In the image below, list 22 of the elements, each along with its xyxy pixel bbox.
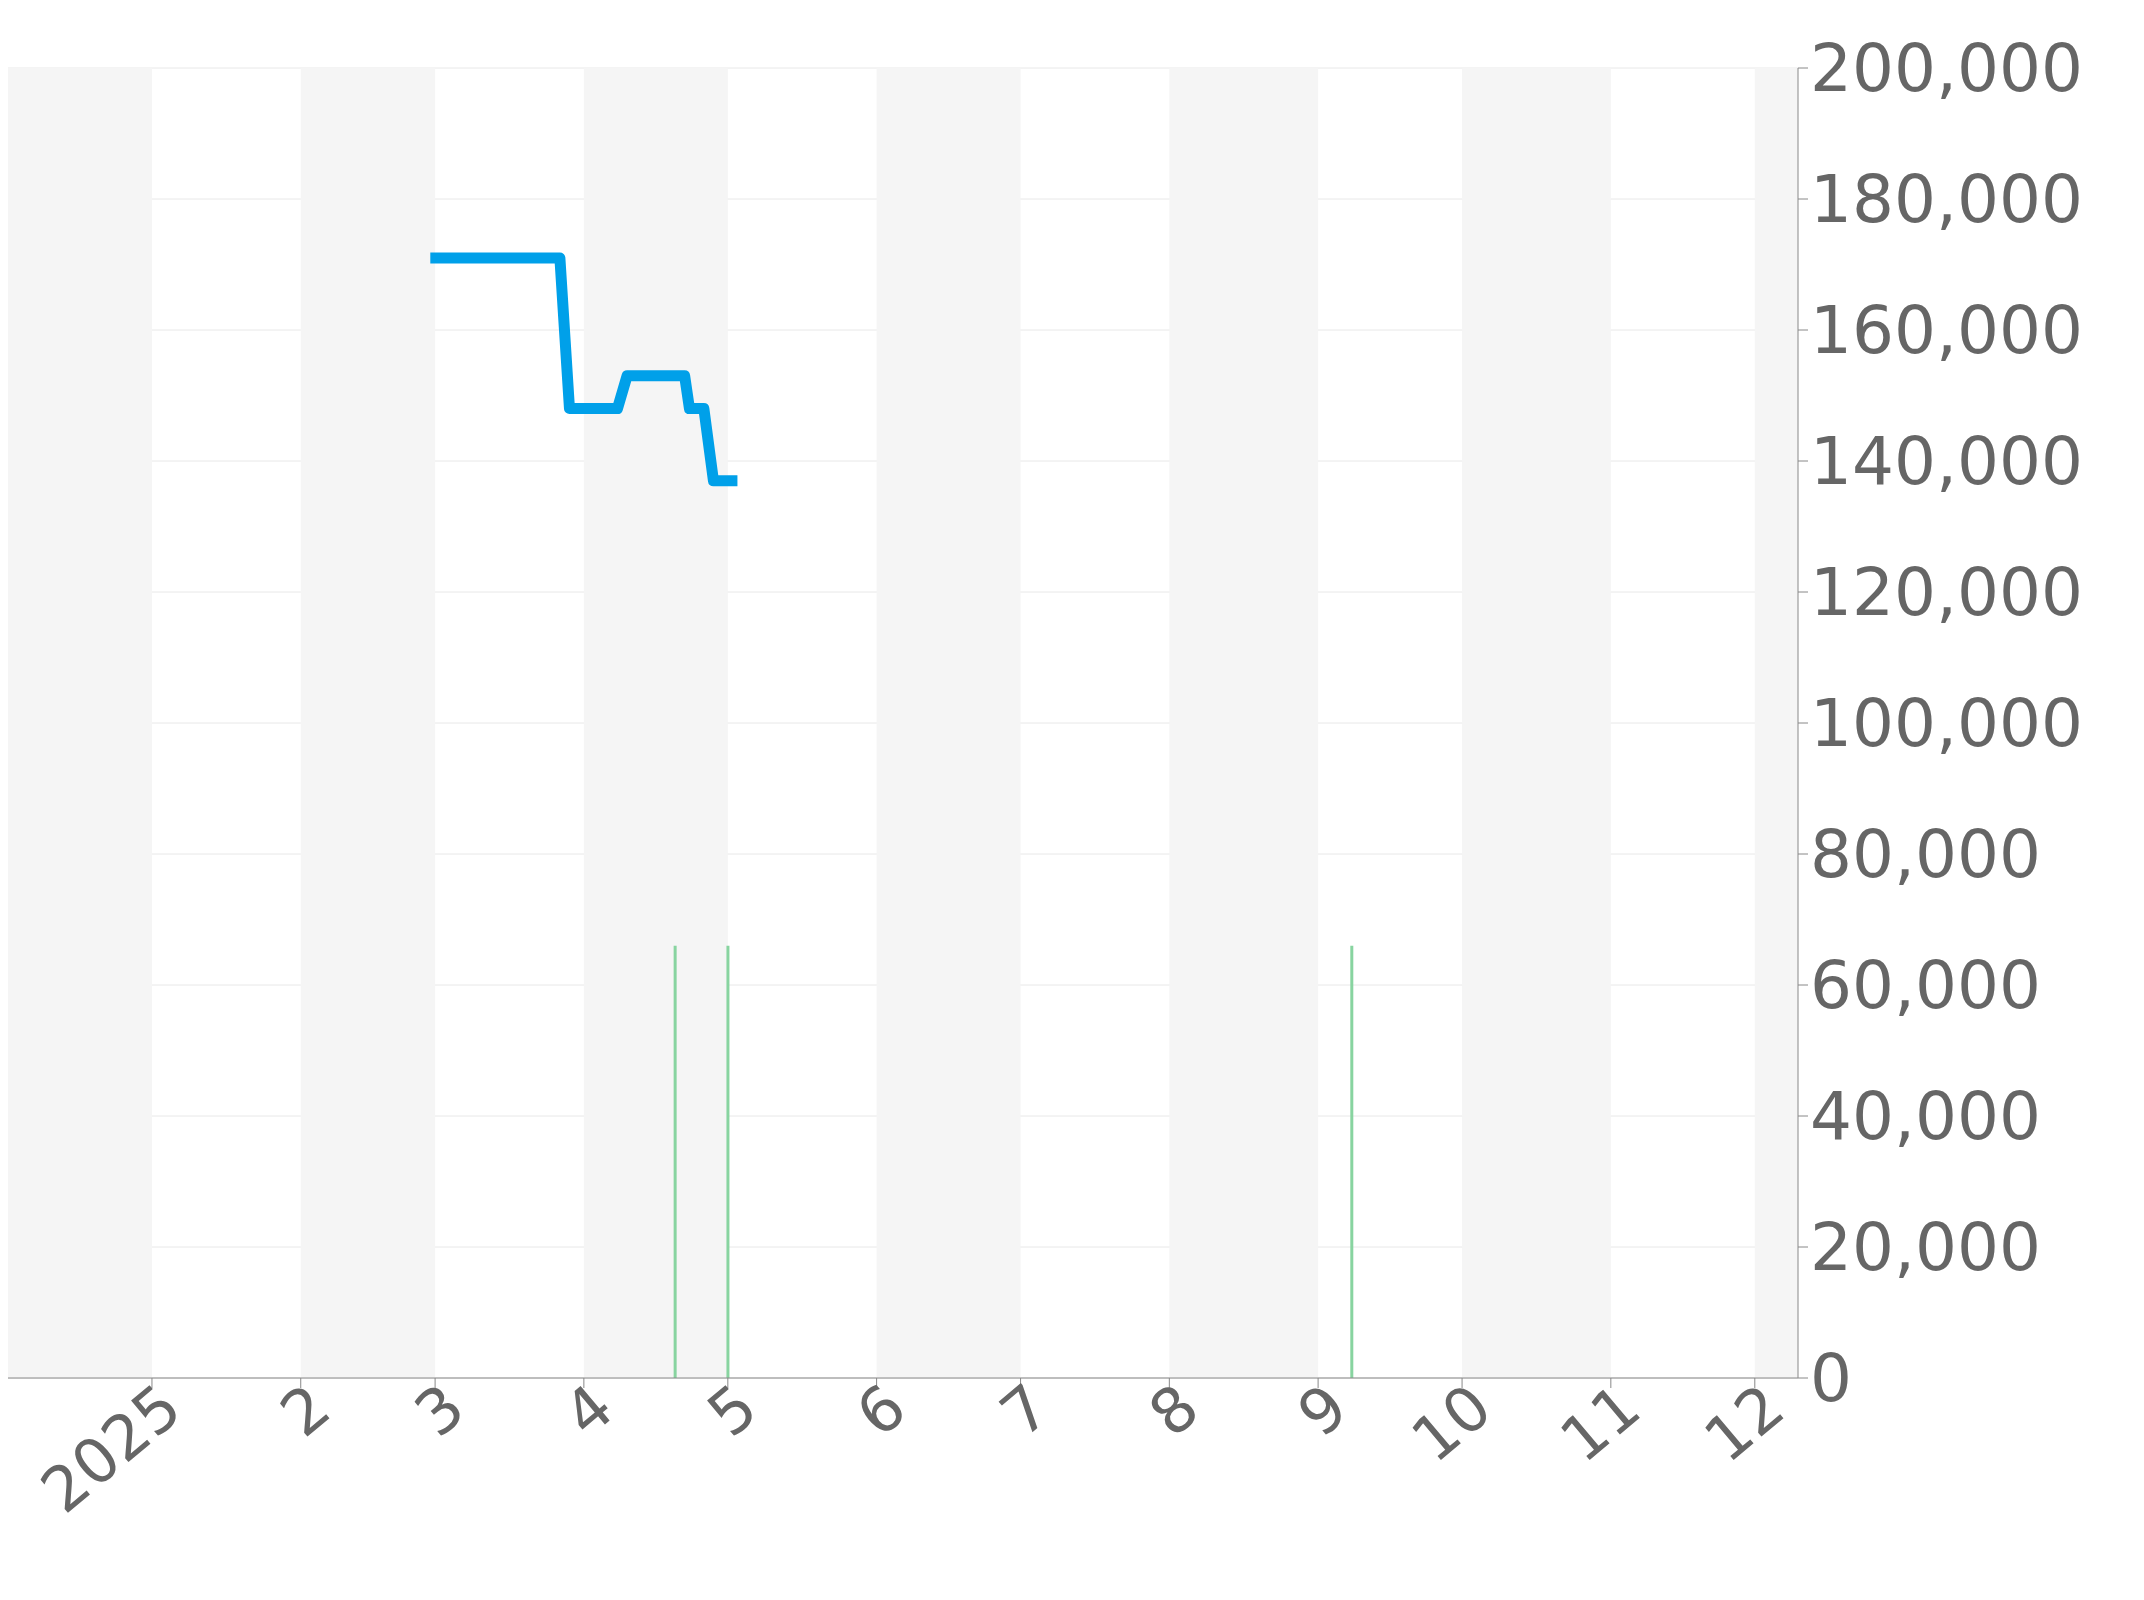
y-tick-label: 80,000: [1810, 816, 2041, 894]
x-tick-label: 9: [1283, 1369, 1362, 1452]
x-tick-label: 8: [1135, 1369, 1213, 1452]
x-tick-label: 7: [986, 1369, 1064, 1452]
x-tick-label: 11: [1546, 1369, 1654, 1477]
x-tick-label: 5: [693, 1369, 771, 1452]
y-tick-label: 160,000: [1810, 292, 2083, 370]
y-tick-label: 0: [1810, 1340, 1852, 1418]
x-tick-label: 2: [266, 1369, 344, 1452]
y-tick-label: 200,000: [1810, 30, 2083, 108]
x-tick-label: 10: [1397, 1369, 1506, 1477]
y-tick-label: 60,000: [1810, 947, 2041, 1025]
y-tick-label: 180,000: [1810, 161, 2083, 239]
y-tick-label: 40,000: [1810, 1078, 2041, 1156]
x-tick-label: 12: [1690, 1369, 1798, 1477]
x-tick-label: 4: [549, 1369, 627, 1452]
y-tick-label: 120,000: [1810, 554, 2083, 632]
y-tick-label: 100,000: [1810, 685, 2083, 763]
y-tick-label: 20,000: [1810, 1209, 2041, 1287]
y-tick-label: 140,000: [1810, 423, 2083, 501]
x-tick-label: 3: [400, 1369, 479, 1452]
x-tick-label: 6: [842, 1369, 920, 1452]
